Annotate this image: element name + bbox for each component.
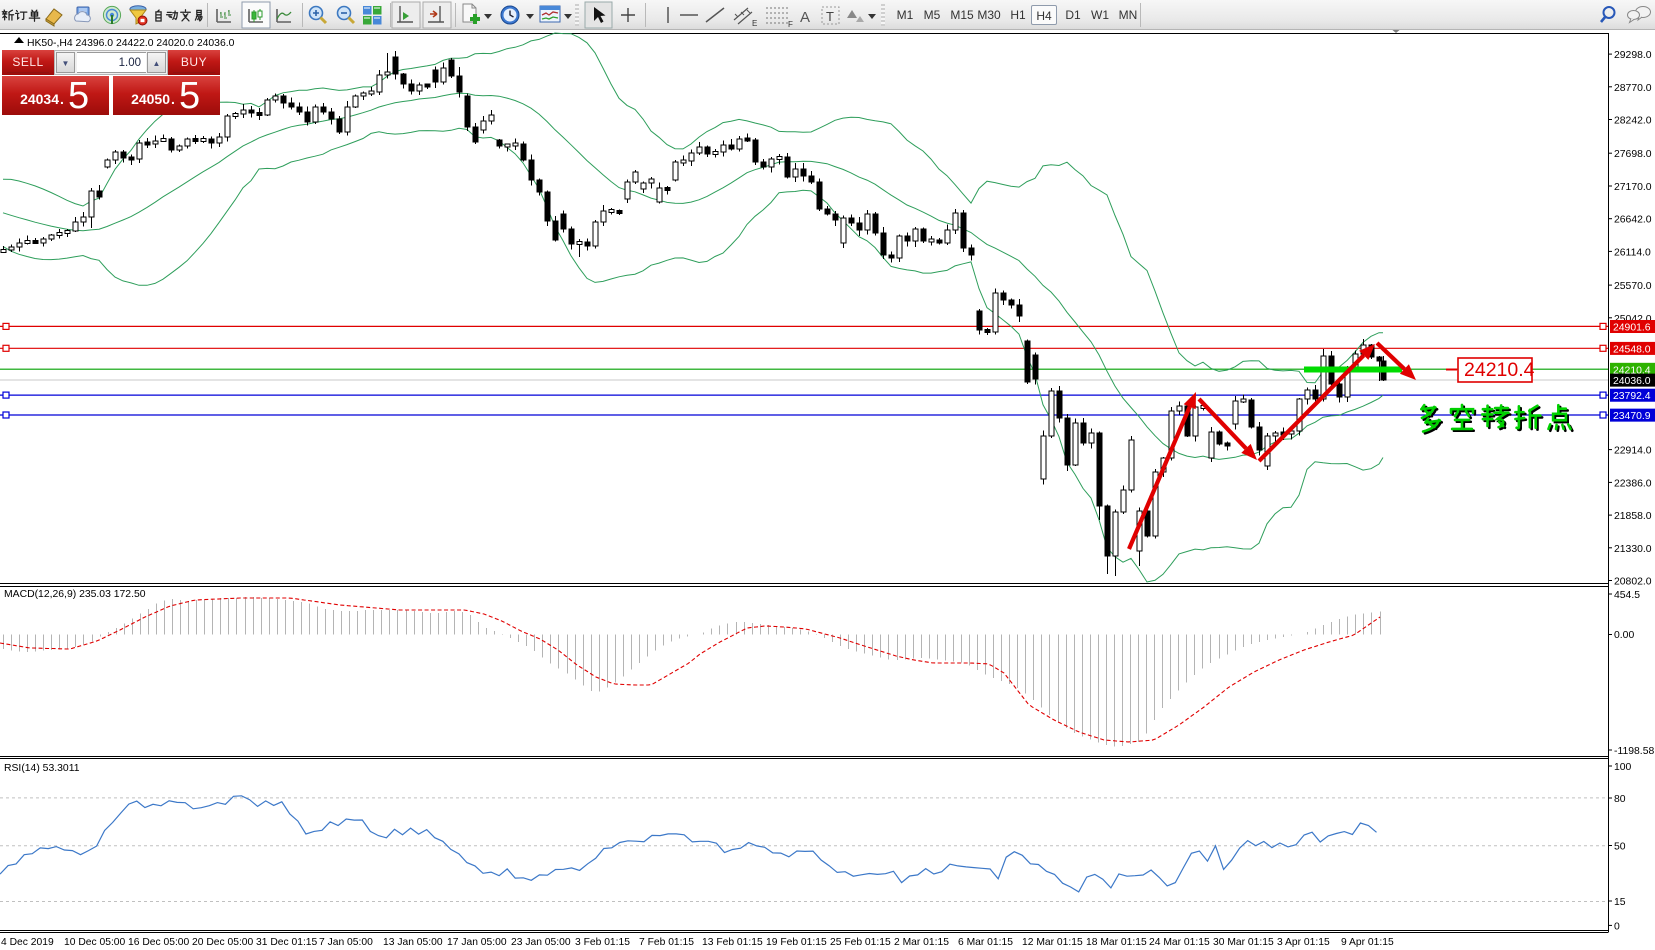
svg-text:16 Dec 05:00: 16 Dec 05:00 [128,937,190,948]
svg-text:24901.6: 24901.6 [1613,323,1651,334]
svg-text:HK50-,H4 24396.0 24422.0 2402: HK50-,H4 24396.0 24422.0 24020.0 24036.0 [27,38,235,49]
svg-text:20 Dec 05:00: 20 Dec 05:00 [192,937,254,948]
svg-text:25042.0: 25042.0 [1614,314,1652,325]
svg-text:21330.0: 21330.0 [1614,544,1652,555]
svg-text:23 Jan 05:00: 23 Jan 05:00 [511,937,571,948]
svg-text:24036.0: 24036.0 [1613,376,1651,387]
svg-text:50: 50 [1614,842,1626,853]
svg-text:E: E [752,19,757,28]
svg-text:A: A [800,9,810,26]
svg-text:26642.0: 26642.0 [1614,215,1652,226]
svg-text:24210.4: 24210.4 [1464,359,1535,381]
svg-text:-1198.58: -1198.58 [1614,746,1654,757]
svg-text:24548.0: 24548.0 [1613,344,1651,355]
svg-text:21858.0: 21858.0 [1614,511,1652,522]
svg-text:27170.0: 27170.0 [1614,182,1652,193]
svg-text:27698.0: 27698.0 [1614,149,1652,160]
svg-text:26114.0: 26114.0 [1614,247,1651,258]
svg-text:7 Feb 01:15: 7 Feb 01:15 [639,937,694,948]
svg-text:T: T [826,9,834,24]
svg-text:30 Mar 01:15: 30 Mar 01:15 [1213,937,1274,948]
svg-text:28770.0: 28770.0 [1614,83,1652,94]
svg-text:28242.0: 28242.0 [1614,116,1652,127]
svg-text:25 Feb 01:15: 25 Feb 01:15 [830,937,891,948]
svg-text:9 Apr 01:15: 9 Apr 01:15 [1341,937,1394,948]
svg-text:22386.0: 22386.0 [1614,478,1652,489]
svg-text:6 Mar 01:15: 6 Mar 01:15 [958,937,1013,948]
svg-text:10 Dec 05:00: 10 Dec 05:00 [64,937,126,948]
svg-text:23470.9: 23470.9 [1613,411,1651,422]
svg-text:22914.0: 22914.0 [1614,446,1652,457]
svg-text:15: 15 [1614,897,1626,908]
svg-text:17 Jan 05:00: 17 Jan 05:00 [447,937,507,948]
svg-text:0: 0 [1614,921,1620,932]
svg-text:23792.4: 23792.4 [1613,391,1651,402]
svg-text:19 Feb 01:15: 19 Feb 01:15 [766,937,827,948]
svg-text:0.00: 0.00 [1614,630,1634,641]
svg-text:7 Jan 05:00: 7 Jan 05:00 [319,937,373,948]
svg-text:13 Feb 01:15: 13 Feb 01:15 [702,937,763,948]
svg-text:31 Dec 01:15: 31 Dec 01:15 [256,937,318,948]
svg-text:RSI(14) 53.3011: RSI(14) 53.3011 [4,763,80,774]
svg-text:F: F [788,20,793,29]
svg-text:20802.0: 20802.0 [1614,577,1652,588]
svg-text:24 Mar 01:15: 24 Mar 01:15 [1149,937,1210,948]
svg-text:3 Apr 01:15: 3 Apr 01:15 [1277,937,1330,948]
svg-text:24210.4: 24210.4 [1613,365,1651,376]
svg-text:2 Mar 01:15: 2 Mar 01:15 [894,937,949,948]
svg-text:80: 80 [1614,794,1626,805]
svg-text:MACD(12,26,9) 235.03 172.50: MACD(12,26,9) 235.03 172.50 [4,589,146,600]
svg-text:454.5: 454.5 [1614,590,1640,601]
svg-text:29298.0: 29298.0 [1614,50,1652,61]
svg-text:25570.0: 25570.0 [1614,281,1652,292]
svg-text:12 Mar 01:15: 12 Mar 01:15 [1022,937,1083,948]
svg-text:18 Mar 01:15: 18 Mar 01:15 [1086,937,1147,948]
svg-text:13 Jan 05:00: 13 Jan 05:00 [383,937,443,948]
svg-text:3 Feb 01:15: 3 Feb 01:15 [575,937,630,948]
svg-text:100: 100 [1614,762,1632,773]
svg-text:4 Dec 2019: 4 Dec 2019 [1,937,54,948]
